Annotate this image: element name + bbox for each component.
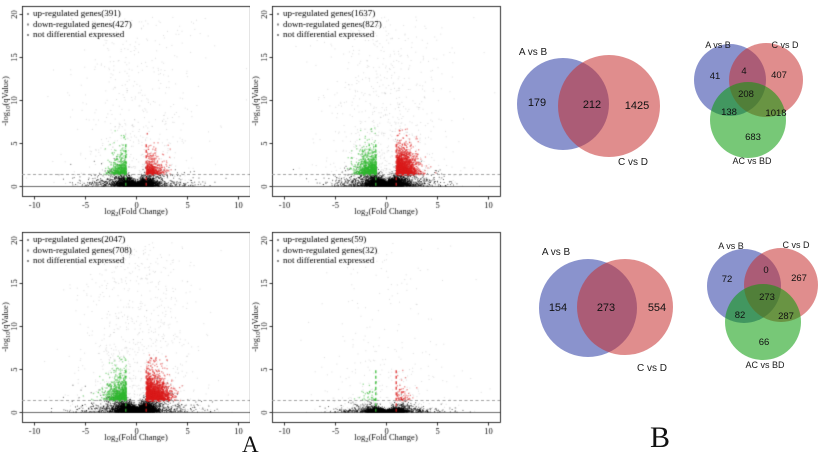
venn-set-label: C vs D xyxy=(783,240,811,250)
venn-region-count: 82 xyxy=(735,310,746,321)
volcano-plot-bottom-left xyxy=(0,226,264,444)
venn-set-label: A vs B xyxy=(542,247,571,258)
panel-b-label: B xyxy=(650,421,671,454)
venn-set-label: A vs B xyxy=(705,40,731,50)
venn-circle-c-vs-d xyxy=(558,55,660,157)
venn-region-count: 554 xyxy=(648,302,666,314)
venn-diagram-three-set-bottom: A vs B C vs D AC vs BD 72 0 267 273 82 287 66 xyxy=(707,240,818,370)
venn-region-count: 41 xyxy=(710,71,721,82)
venn-set-label: A vs B xyxy=(718,241,744,251)
venn-region-count: 179 xyxy=(528,97,546,109)
venn-region-count: 4 xyxy=(741,66,746,77)
venn-set-label: C vs D xyxy=(772,40,800,50)
venn-diagram-two-set-bottom: A vs B C vs D 154 273 554 xyxy=(539,247,673,374)
volcano-plot-top-right xyxy=(250,0,514,218)
venn-region-count: 273 xyxy=(597,302,615,314)
volcano-plot-top-left xyxy=(0,0,264,218)
venn-region-count: 273 xyxy=(759,292,775,303)
venn-region-count: 267 xyxy=(791,273,807,284)
venn-region-count: 1425 xyxy=(625,100,649,112)
venn-region-count: 407 xyxy=(771,70,787,81)
venn-region-count: 208 xyxy=(738,89,754,100)
venn-region-count: 72 xyxy=(722,274,733,285)
venn-diagram-two-set-top: A vs B C vs D 179 212 1425 xyxy=(517,47,660,168)
venn-set-label: C vs D xyxy=(637,363,667,374)
venn-circle-ac-vs-bd xyxy=(725,284,801,360)
venn-region-count: 212 xyxy=(583,99,601,111)
venn-set-label: C vs D xyxy=(618,157,648,168)
venn-region-count: 138 xyxy=(721,107,737,118)
venn-set-label: A vs B xyxy=(519,47,548,58)
venn-region-count: 66 xyxy=(759,337,770,348)
venn-circle-ac-vs-bd xyxy=(710,82,786,158)
venn-region-count: 0 xyxy=(763,265,768,276)
venn-region-count: 154 xyxy=(549,302,567,314)
volcano-plot-bottom-right xyxy=(250,226,514,444)
venn-circle-c-vs-d xyxy=(577,259,673,355)
venn-set-label: AC vs BD xyxy=(745,360,785,370)
venn-set-label: AC vs BD xyxy=(732,156,772,166)
panel-a-label: A xyxy=(242,432,259,457)
venn-region-count: 1018 xyxy=(765,108,786,119)
venn-region-count: 683 xyxy=(745,132,761,143)
venn-region-count: 287 xyxy=(778,311,794,322)
